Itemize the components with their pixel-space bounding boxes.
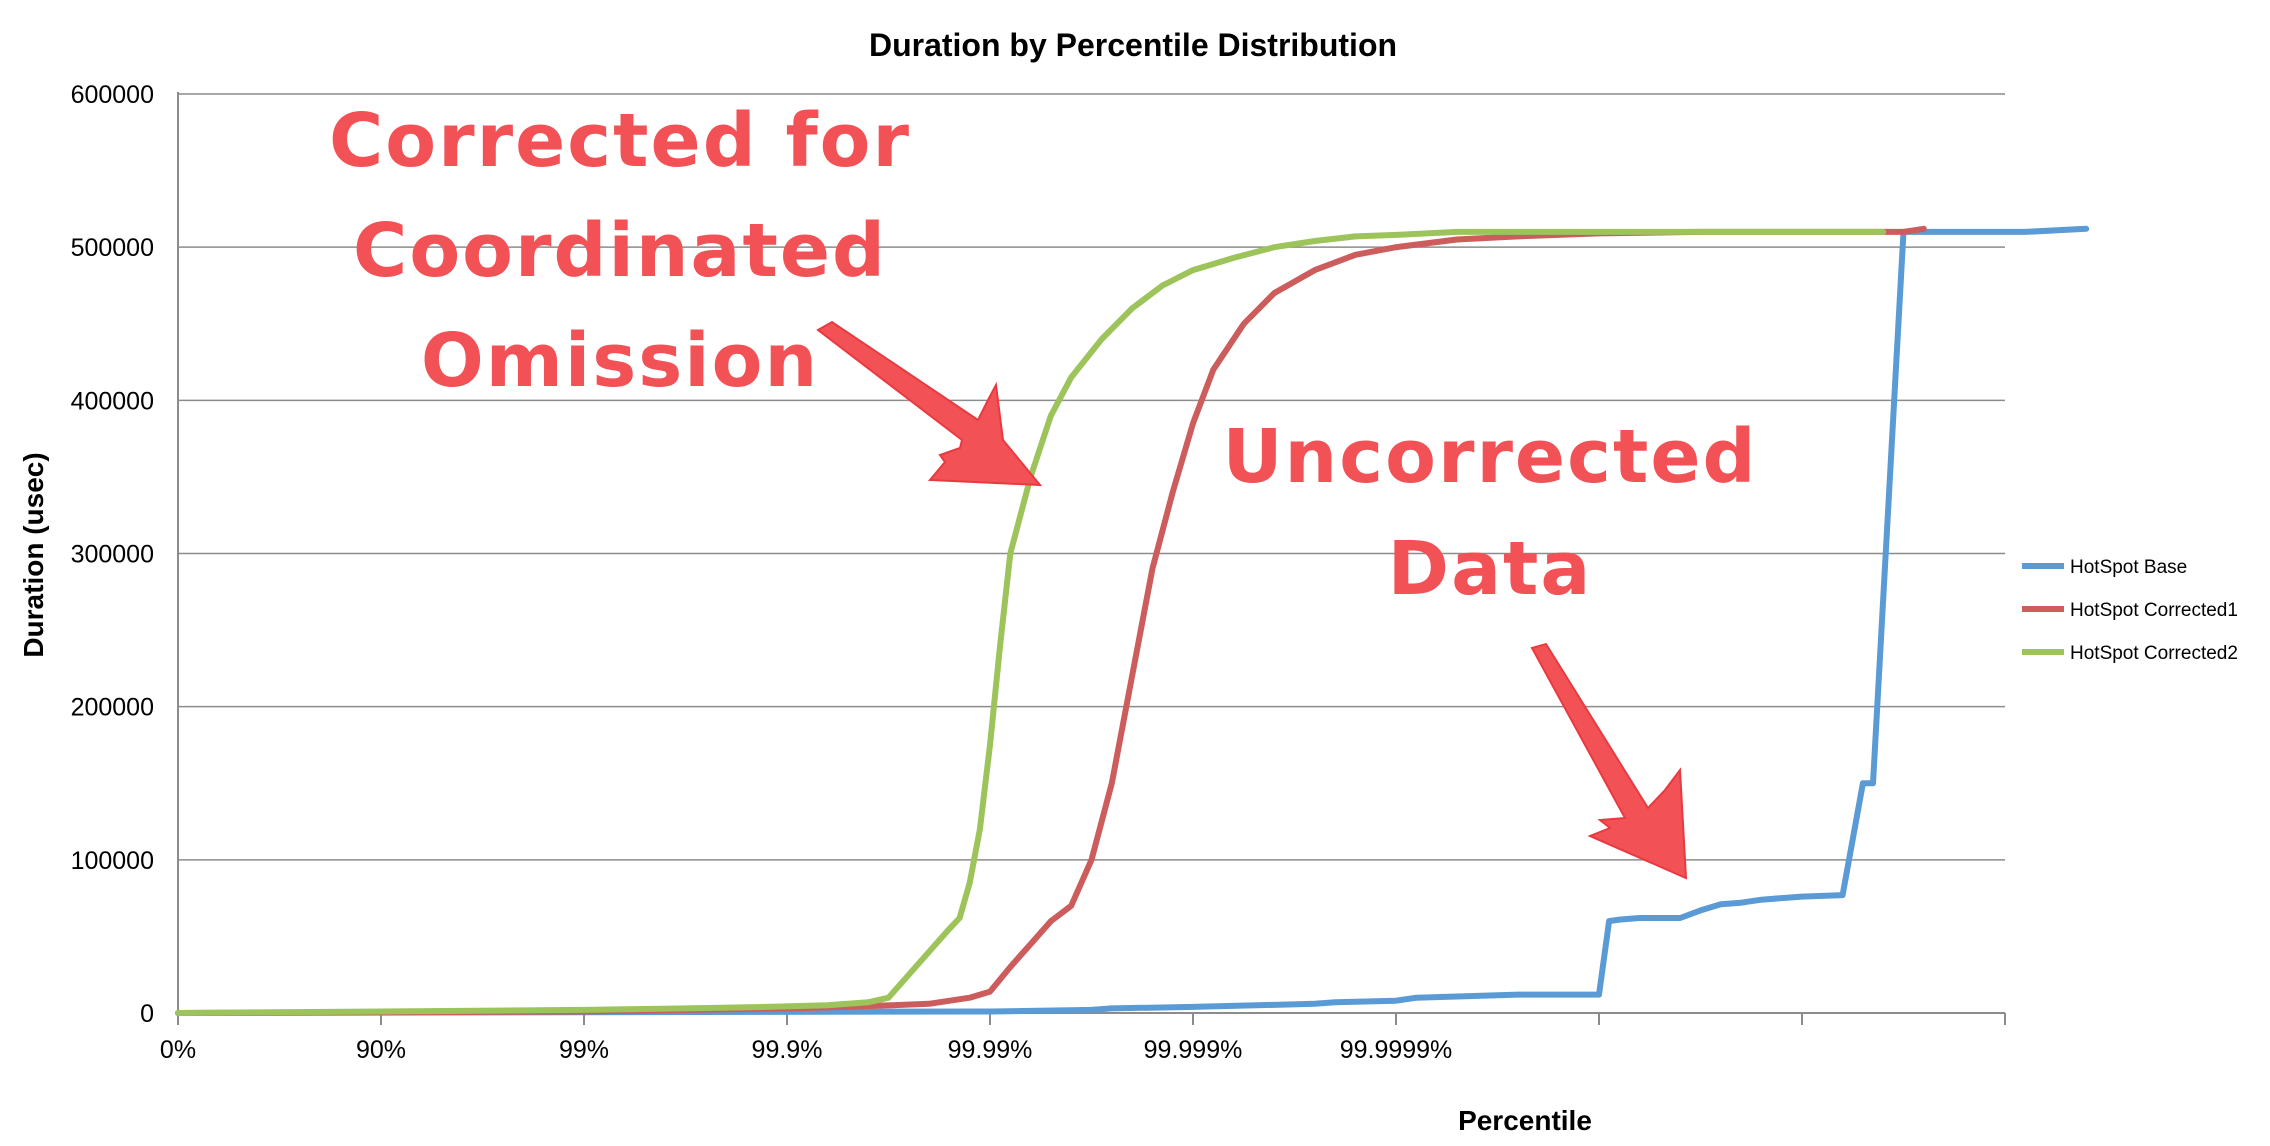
series-lines — [175, 225, 2090, 1016]
legend-label: HotSpot Corrected2 — [2070, 643, 2238, 664]
x-axis-title: Percentile — [1458, 1105, 1592, 1136]
y-tick-label: 0 — [140, 1000, 154, 1028]
y-tick-label: 500000 — [71, 234, 154, 262]
annotation-arrow-uncorrected — [1530, 642, 1688, 880]
x-tick-labels: 0% 90% 99% 99.9% 99.99% 99.999% 99.9999% — [160, 1036, 1452, 1064]
annotation-corrected-line-2: Coordinated — [353, 208, 887, 294]
series-line-hotspot-corrected1 — [175, 225, 1927, 1016]
y-tick-label: 400000 — [71, 387, 154, 415]
annotation-corrected-line-1: Corrected for — [329, 98, 911, 184]
gridlines — [178, 93, 2005, 861]
series-line-hotspot-base — [175, 225, 2090, 1016]
series-line-hotspot-corrected2 — [175, 228, 1887, 1016]
y-tick-label: 300000 — [71, 541, 154, 569]
y-tick-label: 200000 — [71, 694, 154, 722]
legend: HotSpot Base HotSpot Corrected1 HotSpot Co… — [2022, 557, 2238, 664]
legend-label: HotSpot Base — [2070, 557, 2187, 578]
x-tick-label: 99.9999% — [1340, 1036, 1453, 1064]
chart-title: Duration by Percentile Distribution — [869, 27, 1397, 63]
annotation-corrected: Corrected for Coordinated Omission — [329, 98, 911, 404]
annotation-uncorrected: Uncorrected Data — [1222, 414, 1757, 612]
x-tick-label: 99.999% — [1144, 1036, 1243, 1064]
legend-label: HotSpot Corrected1 — [2070, 600, 2238, 621]
annotation-corrected-line-3: Omission — [421, 318, 819, 404]
x-tick-label: 99.99% — [948, 1036, 1033, 1064]
y-tick-labels: 0 100000 200000 300000 400000 500000 600000 — [71, 81, 154, 1028]
x-tick-label: 99.9% — [752, 1036, 823, 1064]
x-tick-label: 99% — [559, 1036, 609, 1064]
x-tick-label: 0% — [160, 1036, 196, 1064]
y-tick-label: 600000 — [71, 81, 154, 109]
annotation-uncorrected-line-2: Data — [1388, 526, 1593, 612]
annotation-arrow-corrected — [816, 320, 1043, 487]
y-axis-title: Duration (usec) — [18, 452, 49, 657]
annotation-uncorrected-line-1: Uncorrected — [1222, 414, 1757, 500]
x-tick-label: 90% — [356, 1036, 406, 1064]
y-tick-label: 100000 — [71, 847, 154, 875]
